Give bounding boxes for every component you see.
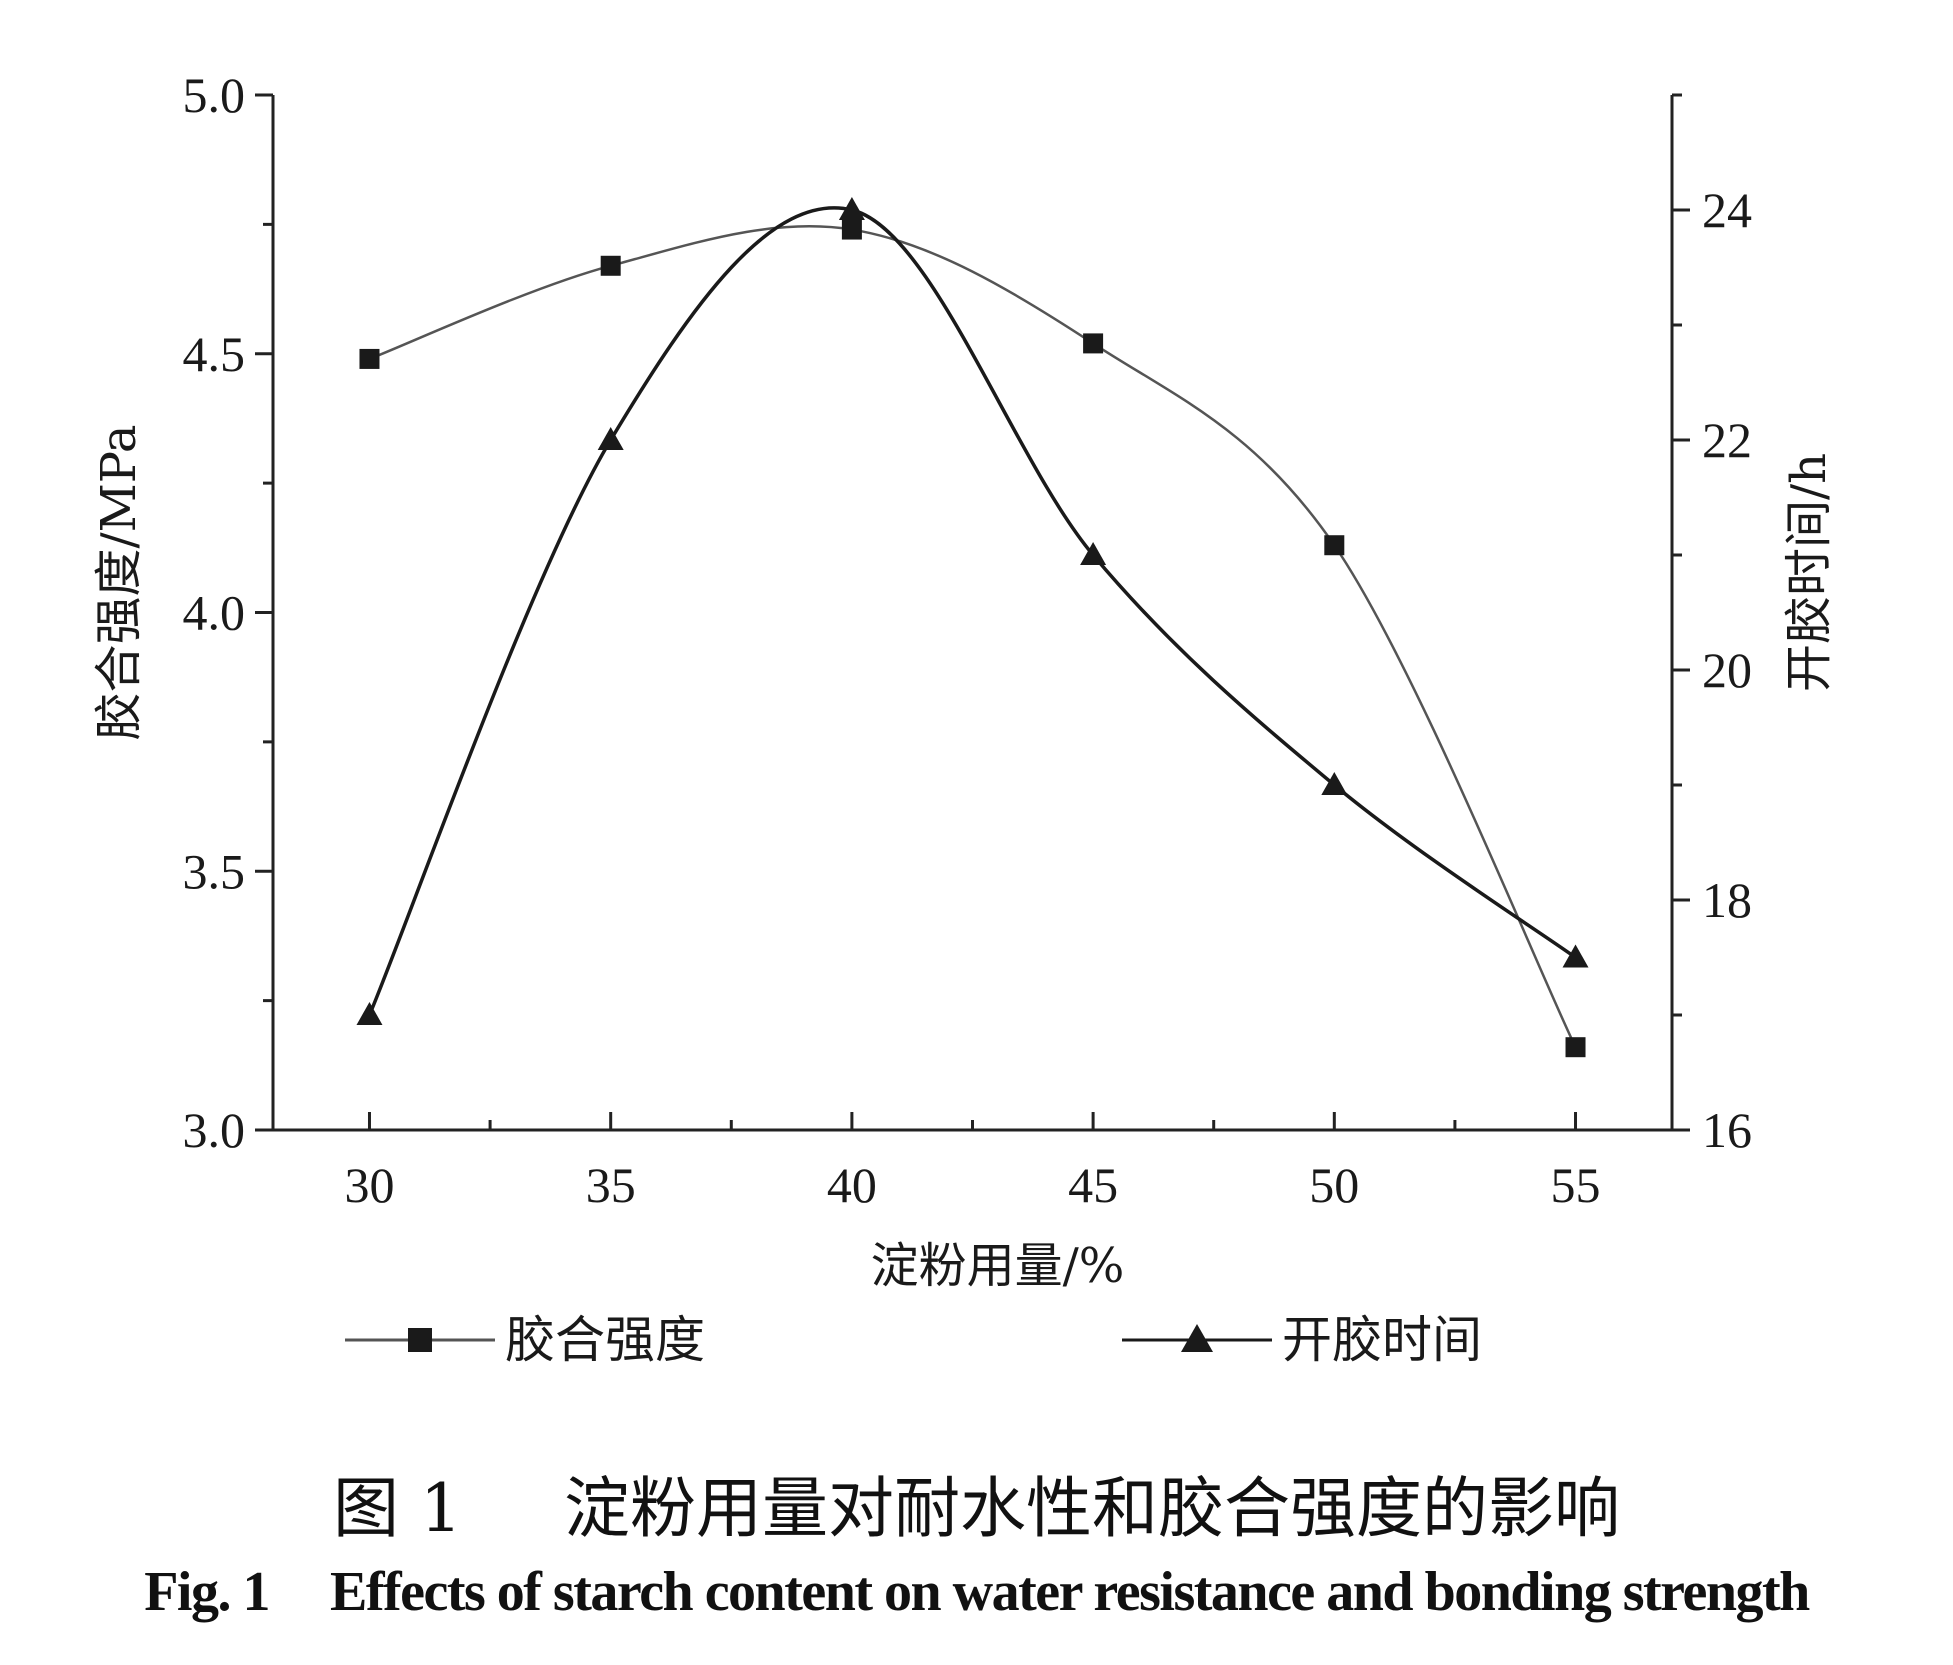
- x-tick-label: 45: [1068, 1157, 1118, 1213]
- data-point-triangle: [1321, 772, 1348, 795]
- y-left-tick-label: 3.0: [183, 1102, 246, 1158]
- x-axis-title: 淀粉用量/%: [871, 1238, 1125, 1294]
- caption-cn-label: 图 1: [333, 1470, 462, 1547]
- data-point-square: [1083, 333, 1104, 354]
- y-right-tick-label: 24: [1702, 182, 1752, 238]
- caption-english: Fig. 1 Effects of starch content on wate…: [0, 1560, 1953, 1624]
- y-left-tick-label: 4.0: [183, 585, 246, 641]
- legend-label: 胶合强度: [505, 1311, 705, 1369]
- data-point-triangle: [838, 197, 865, 220]
- y-right-tick-label: 18: [1702, 872, 1752, 928]
- caption-en-label: Fig. 1: [144, 1561, 270, 1623]
- y-right-tick-label: 20: [1702, 642, 1752, 698]
- data-point-triangle: [1562, 944, 1589, 968]
- y-right-tick-label: 22: [1702, 412, 1752, 468]
- x-tick-label: 35: [586, 1157, 636, 1213]
- x-tick-label: 30: [344, 1157, 394, 1213]
- series-layer: [356, 197, 1589, 1058]
- data-point-triangle: [1080, 542, 1107, 565]
- caption-cn-title: 淀粉用量对耐水性和胶合强度的影响: [563, 1470, 1620, 1547]
- y-right-tick-label: 16: [1702, 1102, 1752, 1158]
- legend-marker-square: [408, 1328, 432, 1352]
- data-point-square: [1324, 535, 1345, 556]
- data-point-square: [359, 348, 380, 369]
- y-left-tick-label: 4.5: [183, 326, 246, 382]
- series-line-1: [369, 224, 1577, 1048]
- y-left-axis-title: 胶合强度/MPa: [91, 424, 147, 740]
- data-point-triangle: [597, 427, 624, 450]
- axes: [255, 93, 1690, 1132]
- legend-marker-triangle: [1181, 1324, 1213, 1352]
- labels-layer: 30 35 40 45 50 55 3.0 3.5 4.0 4.5 5.0 16 18 20 22 24 淀粉用…: [91, 67, 1837, 1294]
- legend-item-1: 胶合强度: [345, 1311, 705, 1369]
- data-point-square: [600, 255, 621, 276]
- x-tick-label: 50: [1309, 1157, 1359, 1213]
- chart: 30 35 40 45 50 55 3.0 3.5 4.0 4.5 5.0 16 18 20 22 24 淀粉用…: [91, 67, 1837, 1369]
- caption-en-title: Effects of starch content on water resis…: [329, 1561, 1810, 1623]
- legend-label: 开胶时间: [1282, 1311, 1482, 1369]
- series-line-2: [367, 206, 1577, 1016]
- y-right-axis-title: 开胶时间/h: [1781, 453, 1837, 692]
- y-left-tick-label: 5.0: [183, 67, 246, 123]
- x-tick-label: 40: [827, 1157, 877, 1213]
- data-point-triangle: [356, 1002, 383, 1025]
- x-tick-label: 55: [1551, 1157, 1601, 1213]
- legend: 胶合强度 开胶时间: [345, 1311, 1482, 1369]
- data-point-square: [841, 219, 862, 240]
- data-point-square: [1565, 1037, 1586, 1058]
- legend-item-2: 开胶时间: [1122, 1311, 1482, 1369]
- caption-chinese: 图 1 淀粉用量对耐水性和胶合强度的影响: [0, 1455, 1953, 1551]
- y-left-tick-label: 3.5: [183, 843, 246, 899]
